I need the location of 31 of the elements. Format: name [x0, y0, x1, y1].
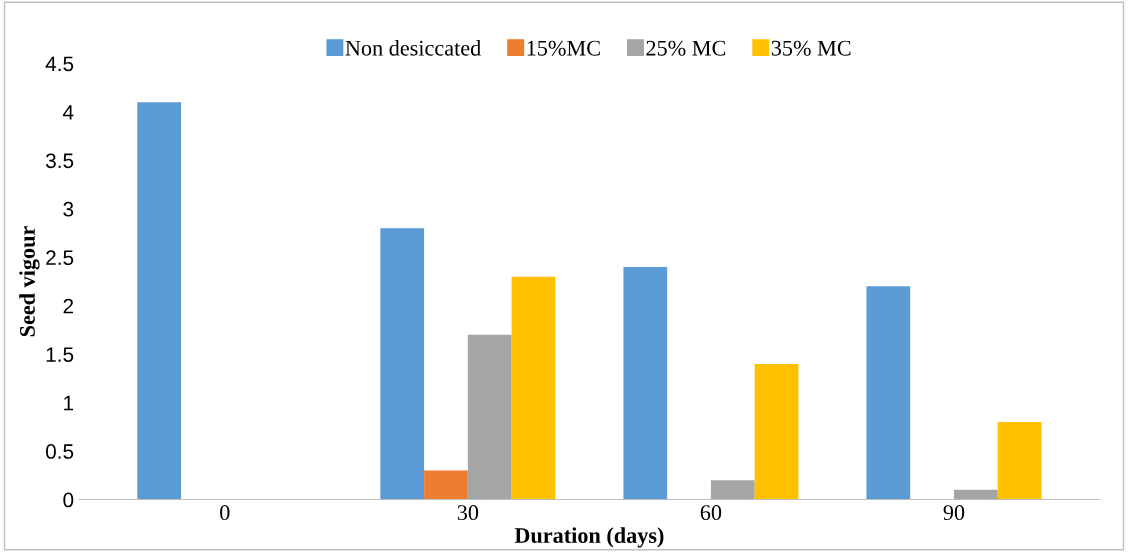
x-tick-label: 60 [700, 505, 722, 521]
bar [953, 489, 998, 500]
y-tick-label: 1 [64, 395, 74, 411]
y-tick-label: 1.5 [46, 347, 74, 362]
bar [710, 480, 755, 500]
x-tick-label: 0 [220, 505, 230, 521]
bar [511, 276, 556, 500]
y-tick-label: 2 [63, 298, 74, 314]
x-axis-title: Duration (days) [514, 527, 664, 548]
legend-label: Non desiccated [345, 40, 481, 56]
y-tick-label: 2.5 [46, 250, 74, 266]
y-tick-label: 0 [63, 492, 74, 508]
bar [424, 470, 468, 500]
bar [754, 363, 799, 500]
y-tick-label: 3 [63, 201, 74, 217]
bar [866, 286, 911, 500]
bar [467, 334, 512, 500]
y-tick-label: 0.5 [45, 444, 74, 459]
y-tick-label: 4.5 [45, 56, 74, 72]
x-tick-label: 30 [457, 505, 479, 521]
y-tick-label: 3.5 [45, 153, 74, 169]
bar [137, 102, 182, 500]
legend-label: 35% MC [771, 40, 851, 56]
legend-label: 15%MC [527, 40, 600, 56]
bar [997, 422, 1042, 500]
legend-label: 25% MC [646, 40, 726, 56]
bar [623, 266, 668, 500]
y-axis-title: Seed vigour [19, 226, 40, 337]
y-tick-label: 4 [62, 105, 74, 120]
x-tick-label: 90 [943, 505, 965, 521]
bar [380, 228, 425, 500]
